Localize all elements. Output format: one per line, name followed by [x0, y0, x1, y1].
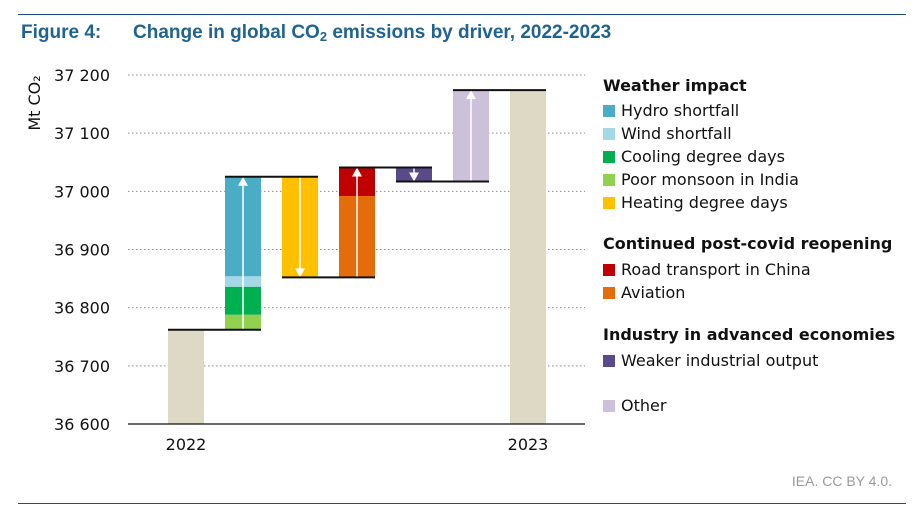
legend-item-other: Other: [603, 396, 666, 415]
legend-item-heating-degree-days: Heating degree days: [603, 193, 788, 212]
legend-item-wind-shortfall: Wind shortfall: [603, 124, 732, 143]
legend-item-label: Cooling degree days: [621, 147, 785, 166]
legend-group-weather-title: Weather impact: [603, 76, 747, 95]
legend-item-poor-monsoon: Poor monsoon in India: [603, 170, 799, 189]
arrow-head: [295, 268, 305, 278]
legend-swatch: [603, 263, 615, 276]
legend-group-reopening-title: Continued post-covid reopening: [603, 234, 893, 253]
legend-swatch: [603, 354, 615, 367]
y-tick-label: 36 600: [54, 415, 110, 434]
y-tick-label: 37 100: [54, 124, 110, 143]
figure-title-suffix: emissions by driver, 2022-2023: [327, 22, 612, 43]
x-tick-label: 2023: [508, 435, 549, 454]
source-credit: IEA. CC BY 4.0.: [791, 473, 892, 489]
y-tick-label: 37 000: [54, 182, 110, 201]
legend-item-label: Road transport in China: [621, 260, 811, 279]
arrow-head: [466, 90, 476, 100]
top-rule: [18, 14, 906, 15]
legend-item-label: Poor monsoon in India: [621, 170, 799, 189]
y-tick-label: 36 800: [54, 299, 110, 318]
arrow-head: [238, 176, 248, 186]
legend-swatch: [603, 104, 615, 117]
legend-item-road-transport-china: Road transport in China: [603, 260, 811, 279]
legend-swatch: [603, 399, 615, 412]
figure-title-prefix: Change in global CO: [133, 22, 320, 43]
legend-item-label: Hydro shortfall: [621, 101, 740, 120]
legend-group-industry-title: Industry in advanced economies: [603, 325, 896, 344]
figure-label: Figure 4:: [21, 22, 102, 43]
figure-title-subscript: 2: [319, 29, 328, 44]
legend-swatch: [603, 286, 615, 299]
legend-item-label: Wind shortfall: [621, 124, 732, 143]
legend-item-label: Heating degree days: [621, 193, 788, 212]
legend-item-label: Aviation: [621, 283, 686, 302]
legend-swatch: [603, 173, 615, 186]
arrow-head: [352, 167, 362, 177]
legend-swatch: [603, 150, 615, 163]
legend-swatch: [603, 127, 615, 140]
legend-item-weaker-industrial-output: Weaker industrial output: [603, 351, 818, 370]
legend-swatch: [603, 196, 615, 209]
legend-item-aviation: Aviation: [603, 283, 685, 302]
y-tick-label: 36 700: [54, 357, 110, 376]
legend-item-label: Other: [621, 396, 667, 415]
x-tick-label: 2022: [166, 435, 207, 454]
legend-item-hydro-shortfall: Hydro shortfall: [603, 101, 739, 120]
legend-item-cooling-degree-days: Cooling degree days: [603, 147, 785, 166]
y-tick-label: 37 200: [54, 66, 110, 85]
figure-title: Change in global CO2 emissions by driver…: [133, 22, 611, 44]
bottom-rule: [18, 503, 906, 504]
y-axis-title: Mt CO₂: [25, 75, 44, 130]
total-bar-2022: [168, 329, 204, 424]
y-tick-label: 36 900: [54, 241, 110, 260]
total-bar-2023: [510, 90, 546, 424]
arrow-head: [409, 172, 419, 182]
legend-item-label: Weaker industrial output: [621, 351, 819, 370]
